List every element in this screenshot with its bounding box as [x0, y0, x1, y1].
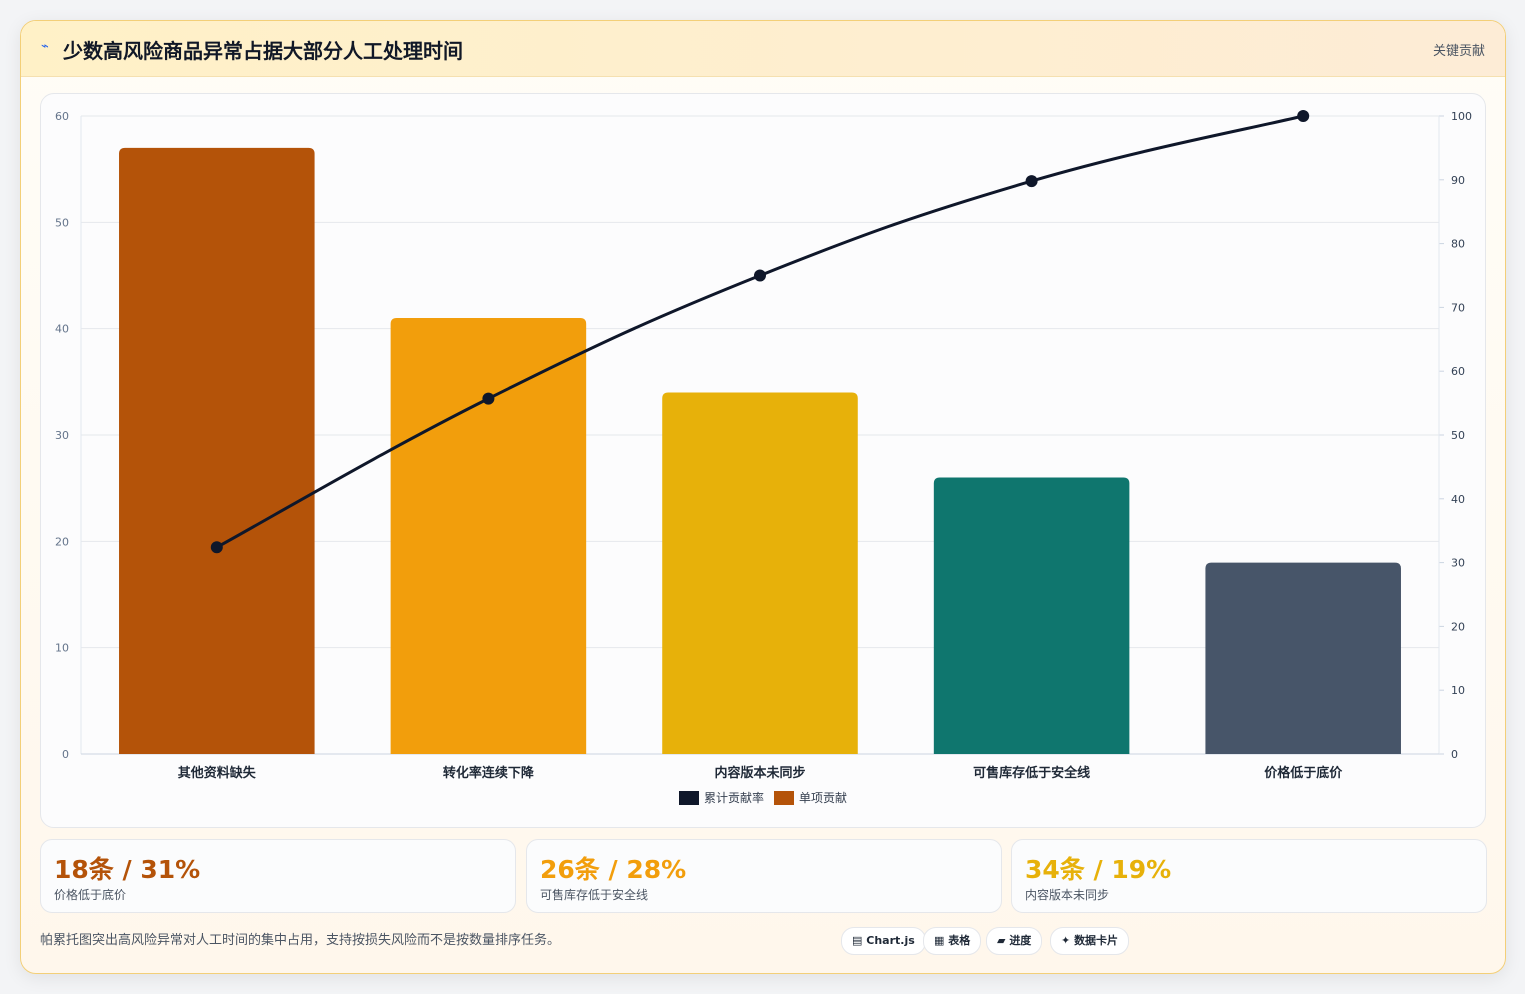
x-tick-label: 可售库存低于安全线 [973, 765, 1090, 781]
legend-swatch [679, 791, 699, 805]
y2-tick-label: 80 [1451, 238, 1465, 251]
x-tick-label: 转化率连续下降 [443, 765, 535, 781]
bar [1205, 562, 1401, 754]
y2-tick-label: 70 [1451, 301, 1465, 314]
cumulative-point [1025, 175, 1038, 188]
y2-tick-label: 90 [1451, 174, 1465, 187]
chip-table[interactable]: ▦ 表格 [923, 927, 982, 955]
y2-tick-label: 60 [1451, 365, 1465, 378]
progress-icon: ▰ [997, 934, 1006, 947]
stat-label: 价格低于底价 [54, 888, 127, 902]
cumulative-point [1297, 110, 1310, 122]
y-tick-label: 50 [55, 216, 69, 229]
y2-tick-label: 50 [1451, 429, 1465, 442]
footer-note: 帕累托图突出高风险异常对人工时间的集中占用，支持按损失风险而不是按数量排序任务。 [40, 933, 561, 948]
y-tick-label: 10 [55, 642, 69, 655]
x-tick-label: 其他资料缺失 [178, 765, 257, 781]
legend-label: 单项贡献 [799, 790, 847, 805]
chart-panel: 0 10 20 30 40 50 60 0 10 20 30 40 50 60 70 80 90 100 其他资料缺… [40, 93, 1486, 828]
table-icon: ▦ [934, 934, 945, 947]
chip-label: 进度 [1009, 934, 1032, 947]
y2-tick-label: 10 [1451, 684, 1465, 697]
bar [933, 477, 1130, 754]
stat-card-2: 26条 / 28% 可售库存低于安全线 [526, 839, 1002, 913]
chip-progress[interactable]: ▰ 进度 [986, 927, 1043, 955]
chip-chartjs[interactable]: ▤ Chart.js [841, 927, 926, 955]
cumulative-point [210, 541, 223, 554]
stat-label: 可售库存低于安全线 [540, 888, 649, 902]
y2-tick-label: 30 [1451, 557, 1465, 570]
chip-data-card[interactable]: ✦ 数据卡片 [1050, 927, 1130, 955]
y-tick-label: 60 [55, 110, 69, 123]
pareto-chart: 0 10 20 30 40 50 60 0 10 20 30 40 50 60 70 80 90 100 其他资料缺… [55, 110, 1472, 805]
sparkle-icon: ✦ [1061, 934, 1071, 947]
x-tick-label: 内容版本未同步 [714, 765, 805, 781]
chip-label: 表格 [948, 934, 971, 947]
bar [390, 318, 587, 754]
header-tag: 关键贡献 [1432, 44, 1485, 59]
y-tick-label: 20 [55, 535, 69, 548]
stat-card-1: 18条 / 31% 价格低于底价 [40, 839, 516, 913]
y2-tick-label: 100 [1451, 110, 1472, 123]
chart-icon: ▤ [852, 934, 863, 947]
stat-value: 26条 / 28% [540, 855, 687, 884]
y-tick-label: 30 [55, 429, 69, 442]
legend-label: 累计贡献率 [704, 790, 764, 805]
chart-card: ⌁ 少数高风险商品异常占据大部分人工处理时间 关键贡献 0 10 20 30 40 50 6… [20, 20, 1506, 974]
cumulative-point [482, 392, 495, 405]
bar [662, 392, 858, 754]
stat-value: 34条 / 19% [1025, 855, 1172, 884]
y-tick-label: 40 [55, 323, 69, 336]
pulse-icon: ⌁ [41, 39, 49, 54]
y2-tick-label: 20 [1451, 620, 1465, 633]
chip-label: Chart.js [866, 934, 915, 947]
x-tick-label: 价格低于底价 [1264, 765, 1343, 781]
legend-swatch [774, 791, 794, 805]
stat-card-3: 34条 / 19% 内容版本未同步 [1011, 839, 1487, 913]
stat-label: 内容版本未同步 [1025, 888, 1110, 902]
card-title: 少数高风险商品异常占据大部分人工处理时间 [63, 39, 463, 63]
chip-label: 数据卡片 [1074, 934, 1119, 947]
y-tick-label: 0 [62, 748, 69, 761]
bar [119, 147, 315, 754]
card-header: ⌁ 少数高风险商品异常占据大部分人工处理时间 关键贡献 [21, 21, 1505, 77]
y2-tick-label: 40 [1451, 493, 1465, 506]
cumulative-point [754, 269, 766, 282]
stat-value: 18条 / 31% [54, 855, 201, 884]
y2-tick-label: 0 [1451, 748, 1458, 761]
